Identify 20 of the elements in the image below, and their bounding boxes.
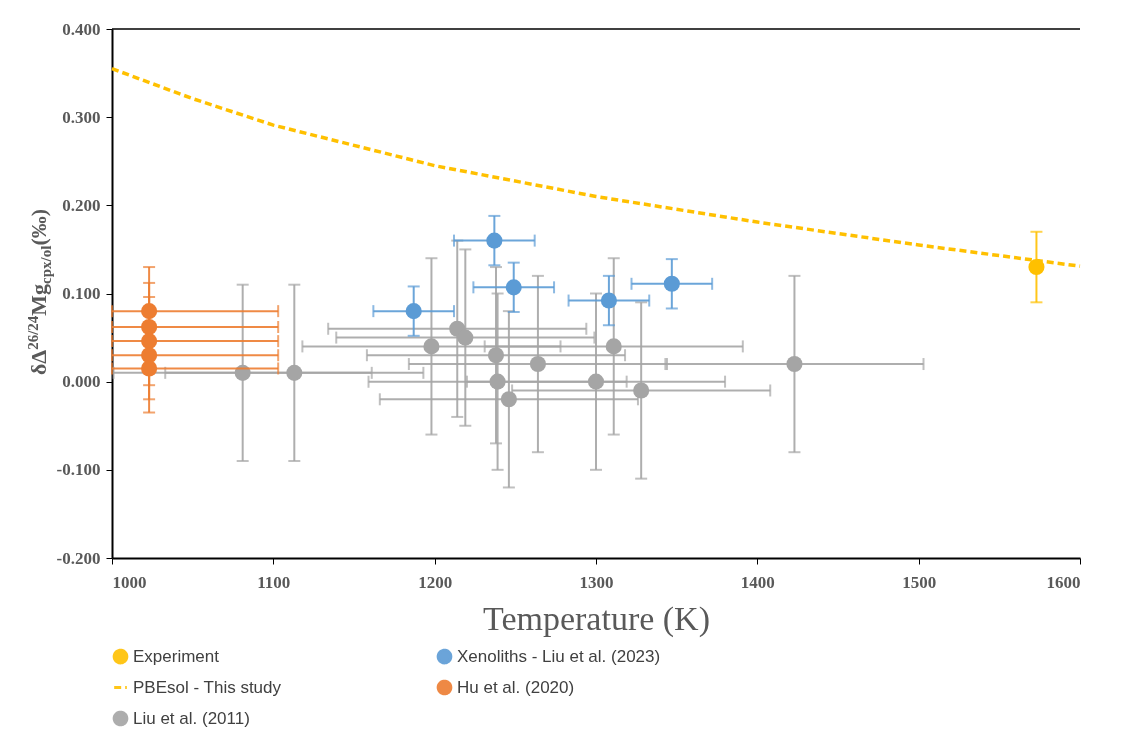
y-tick-label: 0.200 xyxy=(62,195,101,215)
legend-label: PBEsol - This study xyxy=(133,677,282,697)
x-tick-label: 1500 xyxy=(902,572,937,592)
y-tick-label: 0.400 xyxy=(62,19,101,39)
x-tick-label: 1400 xyxy=(740,572,775,592)
legend-label: Liu et al. (2011) xyxy=(133,708,250,728)
y-tick-label: -0.200 xyxy=(56,548,101,568)
x-tick-label: 1100 xyxy=(257,572,291,592)
x-axis-title: Temperature (K) xyxy=(483,599,710,638)
x-tick-label: 1600 xyxy=(1046,572,1081,592)
y-tick-label: 0.100 xyxy=(62,284,101,303)
y-tick-label: 0.000 xyxy=(62,372,101,392)
y-tick-label: -0.100 xyxy=(56,460,101,480)
y-tick-label: 0.300 xyxy=(62,107,101,127)
legend-label: Hu et al. (2020) xyxy=(457,677,575,697)
legend-label: Experiment xyxy=(133,646,220,666)
x-tick-label: 1300 xyxy=(579,572,614,592)
legend-label: Xenoliths - Liu et al. (2023) xyxy=(457,646,661,666)
x-tick-label: 1200 xyxy=(418,572,453,592)
x-tick-label: 1000 xyxy=(112,572,147,592)
